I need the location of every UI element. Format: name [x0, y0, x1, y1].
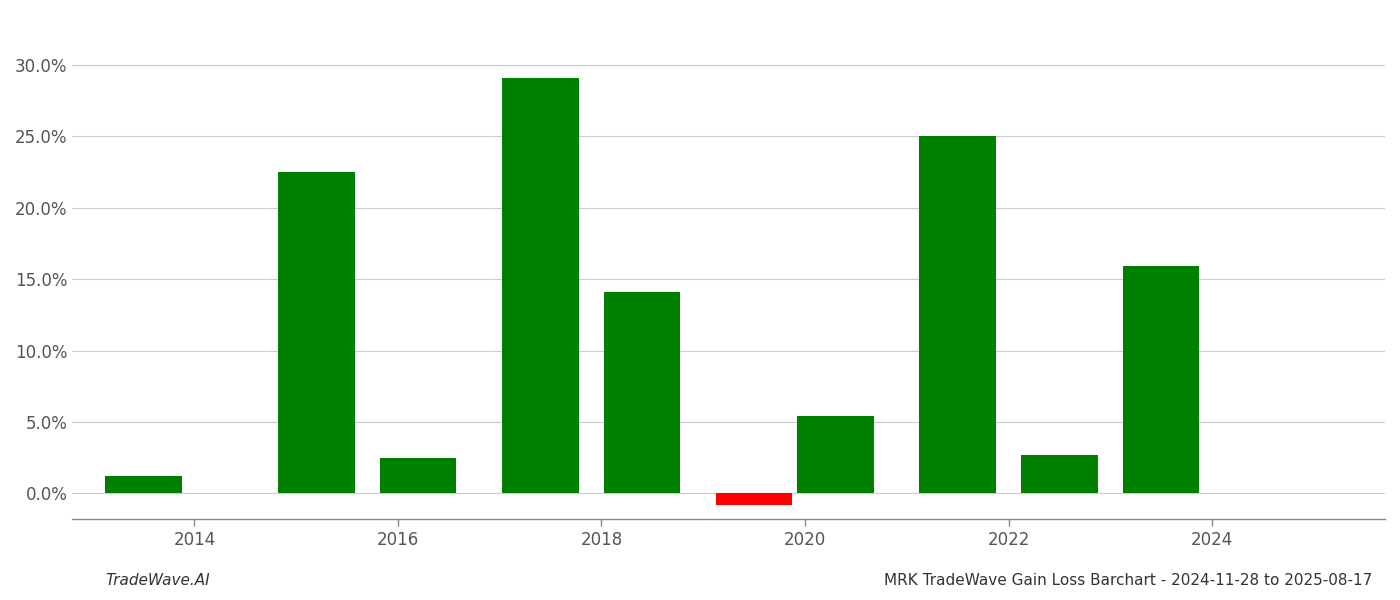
- Bar: [105, 476, 182, 493]
- Bar: [920, 136, 995, 493]
- Bar: [381, 458, 456, 493]
- Bar: [503, 78, 578, 493]
- Text: TradeWave.AI: TradeWave.AI: [105, 573, 210, 588]
- Bar: [715, 493, 792, 505]
- Bar: [1021, 455, 1098, 493]
- Text: MRK TradeWave Gain Loss Barchart - 2024-11-28 to 2025-08-17: MRK TradeWave Gain Loss Barchart - 2024-…: [883, 573, 1372, 588]
- Bar: [603, 292, 680, 493]
- Bar: [1123, 266, 1200, 493]
- Bar: [798, 416, 874, 493]
- Bar: [279, 172, 354, 493]
